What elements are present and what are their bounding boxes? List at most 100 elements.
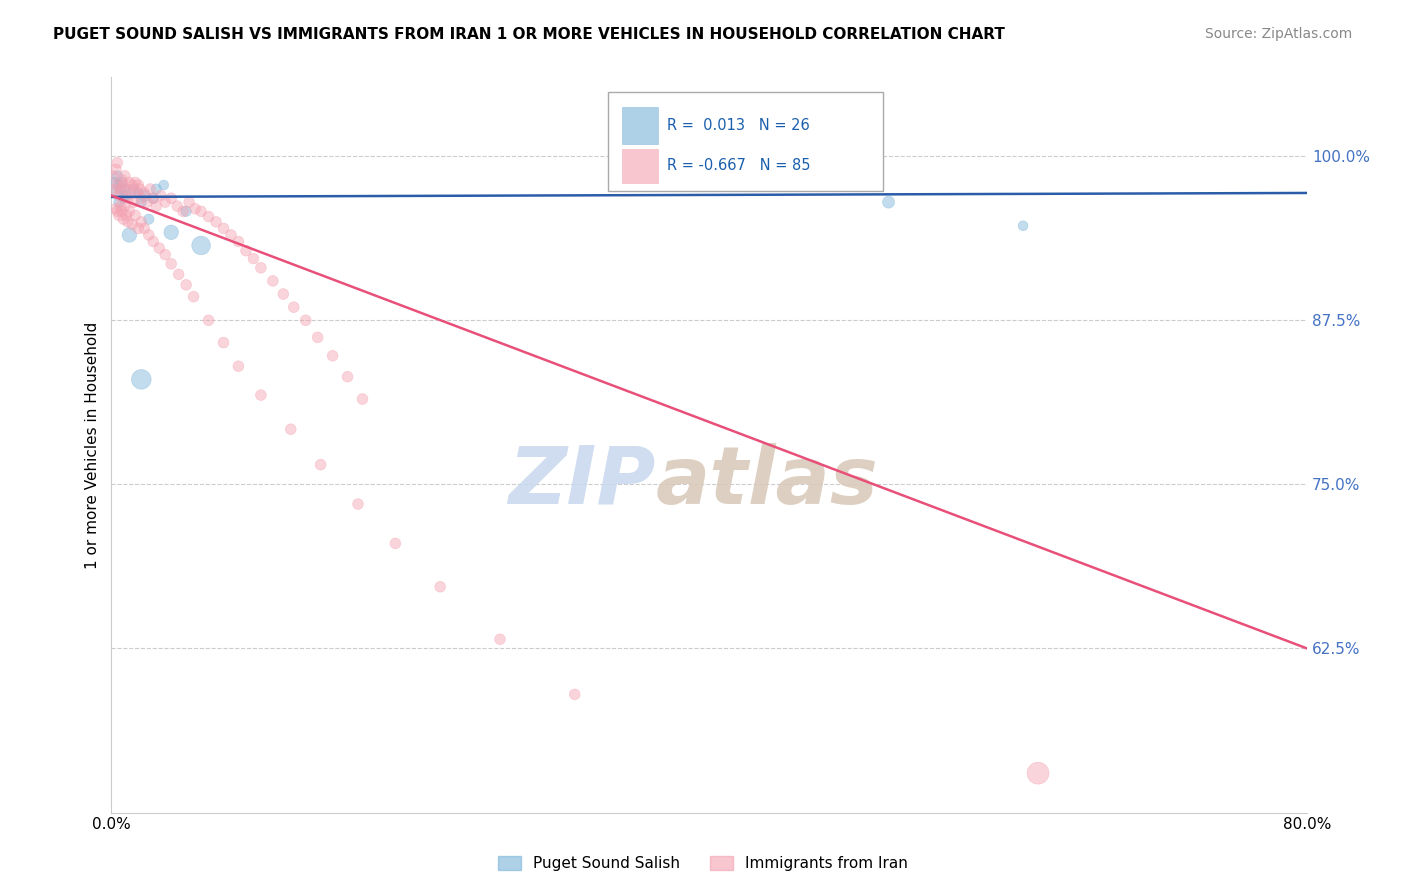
Point (228, 235, 250, 249)
Point (307, 330, 329, 344)
Point (184, 202, 207, 216)
Point (129, 195, 152, 210)
Point (134, 221, 156, 235)
Point (112, 191, 135, 205)
Point (160, 225, 183, 239)
Point (280, 422, 302, 436)
Point (117, 191, 139, 205)
Point (160, 191, 183, 205)
Point (101, 169, 124, 183)
Point (104, 202, 127, 216)
Point (105, 169, 128, 183)
Point (105, 178, 128, 192)
Point (124, 208, 146, 222)
Point (250, 388, 273, 402)
Point (127, 178, 149, 192)
Point (127, 186, 149, 200)
Text: PUGET SOUND SALISH VS IMMIGRANTS FROM IRAN 1 OR MORE VEHICLES IN HOUSEHOLD CORRE: PUGET SOUND SALISH VS IMMIGRANTS FROM IR… (53, 27, 1005, 42)
Point (128, 182, 150, 196)
Point (1026, 766, 1049, 780)
Point (121, 178, 143, 192)
Point (129, 372, 152, 386)
FancyBboxPatch shape (621, 107, 658, 144)
Point (179, 195, 201, 210)
Point (118, 204, 141, 219)
Point (262, 274, 284, 288)
Text: ZIP: ZIP (508, 442, 655, 521)
Point (228, 359, 250, 374)
Point (108, 195, 131, 210)
Point (114, 169, 136, 183)
Point (219, 227, 242, 242)
Point (136, 195, 159, 210)
Point (155, 247, 177, 261)
Point (271, 287, 294, 301)
Point (429, 580, 451, 594)
Point (174, 204, 197, 219)
Point (115, 208, 138, 222)
Point (149, 188, 172, 202)
Point (115, 188, 138, 202)
Point (190, 204, 212, 219)
Point (1012, 219, 1035, 233)
Point (115, 182, 138, 196)
Point (108, 208, 131, 222)
Point (336, 369, 359, 384)
Point (110, 182, 132, 196)
Point (122, 182, 145, 196)
Point (347, 497, 370, 511)
Point (654, 169, 676, 183)
Point (103, 176, 125, 190)
Text: atlas: atlas (655, 442, 879, 521)
Point (111, 176, 134, 190)
Point (142, 191, 165, 205)
Text: R = -0.667   N = 85: R = -0.667 N = 85 (668, 158, 811, 173)
Point (242, 252, 264, 266)
Point (877, 195, 900, 210)
Point (129, 191, 152, 205)
Point (152, 178, 174, 192)
Point (142, 235, 165, 249)
Point (197, 313, 219, 327)
Point (138, 212, 160, 227)
Point (104, 162, 127, 177)
Point (117, 215, 139, 229)
Point (205, 215, 228, 229)
Text: R =  0.013   N = 26: R = 0.013 N = 26 (668, 118, 810, 133)
Point (118, 176, 141, 190)
Point (105, 155, 128, 169)
Point (160, 257, 183, 271)
Point (384, 536, 406, 550)
Point (294, 313, 316, 327)
Point (489, 632, 512, 647)
Point (103, 182, 125, 196)
Point (183, 290, 205, 304)
Point (114, 199, 136, 213)
Point (129, 215, 152, 229)
Point (121, 218, 143, 232)
Point (105, 204, 128, 219)
Point (108, 188, 131, 202)
Point (112, 212, 135, 227)
Point (124, 176, 146, 190)
Point (118, 227, 141, 242)
Point (111, 204, 134, 219)
Point (114, 182, 136, 196)
Point (134, 188, 156, 202)
Point (167, 268, 190, 282)
Point (138, 227, 160, 242)
Legend: Puget Sound Salish, Immigrants from Iran: Puget Sound Salish, Immigrants from Iran (492, 850, 914, 877)
Point (134, 186, 156, 200)
Point (145, 199, 167, 213)
Point (108, 178, 131, 192)
Point (145, 182, 167, 196)
Point (352, 392, 374, 406)
Text: Source: ZipAtlas.com: Source: ZipAtlas.com (1205, 27, 1353, 41)
Point (564, 687, 586, 701)
Point (250, 260, 273, 275)
Point (309, 458, 332, 472)
Point (142, 191, 165, 205)
Point (166, 199, 188, 213)
Point (104, 186, 127, 200)
Point (110, 199, 132, 213)
